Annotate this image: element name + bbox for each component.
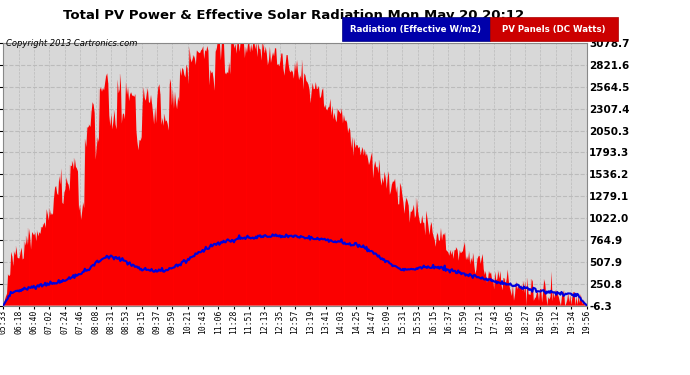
Text: PV Panels (DC Watts): PV Panels (DC Watts): [502, 25, 606, 34]
Text: Total PV Power & Effective Solar Radiation Mon May 20 20:12: Total PV Power & Effective Solar Radiati…: [63, 9, 524, 22]
Text: Radiation (Effective W/m2): Radiation (Effective W/m2): [351, 25, 481, 34]
Text: Copyright 2013 Cartronics.com: Copyright 2013 Cartronics.com: [6, 39, 137, 48]
